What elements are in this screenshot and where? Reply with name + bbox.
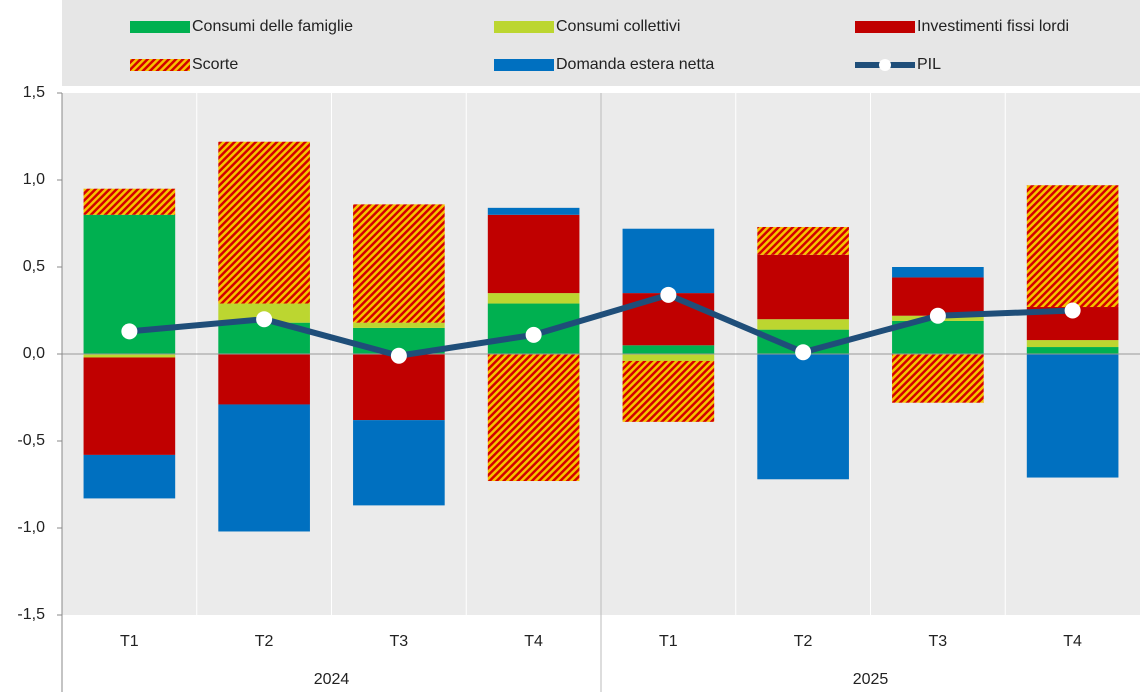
x-group-label: 2024 — [314, 671, 350, 688]
legend-swatch — [130, 59, 190, 71]
y-tick-label: -0,5 — [17, 432, 45, 449]
bar — [83, 454, 176, 499]
bar — [218, 354, 310, 405]
legend-label: Domanda estera netta — [556, 56, 714, 73]
bar — [1026, 347, 1119, 354]
y-tick-label: 0,0 — [23, 345, 45, 362]
x-tick-label: T1 — [120, 633, 139, 650]
line-marker — [795, 344, 812, 361]
line — [129, 291, 1073, 359]
bar — [622, 360, 715, 422]
line-marker — [525, 326, 542, 343]
line-marker — [660, 286, 677, 303]
line-marker — [256, 311, 273, 328]
bar — [487, 293, 580, 304]
legend-label: Consumi delle famiglie — [192, 18, 353, 35]
bar — [757, 254, 849, 320]
legend-swatch-marker — [879, 59, 891, 71]
legend-label: Investimenti fissi lordi — [917, 18, 1069, 35]
y-tick-label: -1,0 — [17, 519, 45, 536]
bar — [487, 354, 580, 482]
bar — [353, 322, 445, 328]
legend-label: Scorte — [192, 56, 238, 73]
y-tick-label: 1,5 — [23, 84, 45, 101]
y-tick-label: 0,5 — [23, 258, 45, 275]
bar — [892, 267, 984, 278]
bar — [622, 345, 715, 354]
line-marker — [390, 347, 407, 364]
bar — [1026, 185, 1119, 308]
legend-label: PIL — [917, 56, 941, 73]
x-tick-label: T3 — [929, 633, 948, 650]
x-group-label: 2025 — [853, 671, 889, 688]
bar — [1026, 340, 1119, 348]
x-tick-label: T2 — [794, 633, 813, 650]
x-tick-label: T4 — [1063, 633, 1082, 650]
legend-swatch — [494, 59, 554, 71]
bar — [218, 404, 310, 532]
x-tick-label: T2 — [255, 633, 274, 650]
bar — [757, 319, 849, 330]
bar — [353, 204, 445, 323]
legend-swatch — [855, 21, 915, 33]
legend-swatch — [494, 21, 554, 33]
line-marker — [1064, 302, 1081, 319]
bar — [353, 354, 445, 421]
bar — [622, 354, 715, 361]
bar — [353, 420, 445, 506]
bar — [83, 354, 176, 358]
legend-background — [62, 0, 1140, 86]
line-marker — [121, 323, 138, 340]
y-tick-label: -1,5 — [17, 606, 45, 623]
bar — [622, 228, 715, 294]
bar — [757, 354, 849, 480]
x-tick-label: T1 — [659, 633, 678, 650]
bar — [218, 141, 310, 304]
legend-label: Consumi collettivi — [556, 18, 680, 35]
y-tick-label: 1,0 — [23, 171, 45, 188]
bar — [1026, 354, 1119, 478]
line-marker — [929, 307, 946, 324]
bar — [83, 357, 176, 455]
x-tick-label: T4 — [524, 633, 543, 650]
bar — [757, 226, 849, 255]
legend-swatch — [130, 21, 190, 33]
x-tick-label: T3 — [390, 633, 409, 650]
bar — [83, 188, 176, 215]
bar — [892, 354, 984, 403]
bar — [487, 214, 580, 294]
bar — [487, 207, 580, 215]
